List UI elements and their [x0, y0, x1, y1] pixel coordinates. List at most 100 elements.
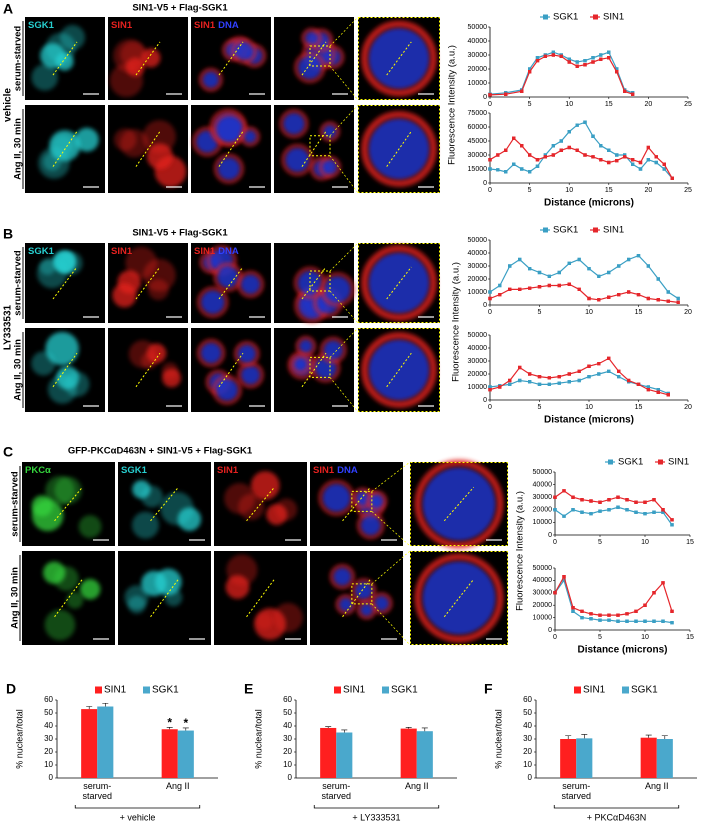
legend-label: SIN1 — [104, 685, 127, 696]
legend-label: SGK1 — [152, 685, 179, 696]
legend-label: SIN1 — [668, 457, 689, 468]
series-line — [488, 282, 680, 305]
x-tick-label: 10 — [565, 187, 573, 194]
x-tick-label: 20 — [684, 404, 692, 411]
legend-swatch — [334, 686, 341, 694]
cell — [127, 595, 146, 614]
y-tick-label: 0 — [49, 773, 54, 782]
x-tick-label: 0 — [553, 539, 557, 546]
roi-box — [309, 270, 331, 292]
zoom-connector — [329, 65, 359, 101]
nucleus — [298, 338, 314, 354]
membrane — [361, 245, 437, 321]
category-box: serum-starved — [561, 781, 591, 801]
cell — [256, 613, 273, 630]
trace-line — [386, 352, 412, 388]
x-tick-label: 5 — [598, 539, 602, 546]
series-line — [488, 50, 635, 96]
cell — [59, 251, 83, 275]
zoom-connector — [371, 511, 411, 547]
nucleus — [200, 289, 226, 315]
cell — [273, 602, 303, 633]
group-bracket — [74, 805, 201, 809]
legend-label: SGK1 — [618, 457, 643, 468]
y-tick-label: 50 — [523, 708, 532, 717]
series-line — [553, 574, 674, 617]
category-box: serum-starved — [82, 781, 112, 801]
category-box: serum-starved — [321, 781, 351, 801]
nucleus — [321, 158, 339, 176]
nucleus — [234, 41, 255, 62]
trace-line — [301, 266, 327, 300]
micrograph — [310, 462, 403, 546]
y-tick-label: 40000 — [468, 345, 488, 352]
trace-line — [135, 131, 161, 167]
y-tick-label: 0 — [483, 94, 487, 101]
series-line — [488, 53, 635, 97]
y-tick-label: 20000 — [468, 371, 488, 378]
trace-line — [218, 41, 244, 76]
trace-line — [54, 486, 83, 522]
x-tick-label: serum-starved — [561, 781, 591, 801]
row-label: serum-starved — [13, 26, 24, 92]
nucleus — [215, 378, 239, 402]
channel-label: SIN1 — [217, 465, 239, 476]
nucleus — [216, 156, 241, 181]
trace-line — [52, 131, 78, 167]
micrograph — [108, 328, 188, 412]
y-tick-label: 20 — [44, 747, 53, 756]
cell — [44, 609, 76, 641]
cell — [78, 515, 102, 539]
trace-line — [218, 131, 244, 167]
bar — [320, 727, 337, 778]
channel-label: SIN1 DNA — [313, 465, 358, 476]
membrane — [214, 153, 244, 184]
row-label: serum-starved — [10, 471, 21, 537]
zoom-connector — [329, 16, 359, 47]
membrane — [366, 490, 388, 512]
micrograph — [358, 328, 440, 412]
legend-label: SGK1 — [553, 225, 578, 236]
legend-marker — [543, 14, 548, 20]
zoom-border — [410, 462, 508, 546]
error-bar — [661, 735, 668, 739]
legend-label: SGK1 — [553, 12, 578, 23]
error-bar — [421, 727, 428, 732]
y-tick-label: 10000 — [468, 80, 488, 87]
zoom-connector — [329, 242, 359, 272]
y-tick-label: 45000 — [468, 138, 488, 145]
y-axis-label: % nuclear/total — [14, 709, 24, 769]
y-tick-label: 40 — [44, 721, 53, 730]
bar — [177, 730, 194, 778]
group-label: + PKCαD463N — [587, 812, 646, 822]
cell — [141, 485, 163, 508]
channel-name: DNA — [218, 246, 239, 257]
bar — [656, 739, 673, 778]
error-bar — [645, 734, 652, 738]
legend-label: SIN1 — [583, 685, 606, 696]
channel-name: SGK1 — [121, 465, 148, 476]
y-tick-label: 30000 — [468, 263, 488, 270]
trace-line — [218, 352, 244, 388]
micrograph — [108, 105, 188, 193]
nucleus — [359, 514, 382, 537]
nucleus — [323, 275, 352, 304]
membrane — [357, 511, 385, 539]
membrane — [212, 375, 242, 405]
x-tick-label: 0 — [488, 101, 492, 108]
series-line — [488, 369, 670, 396]
bar — [161, 729, 178, 778]
error-bar — [325, 726, 332, 728]
channel-name: SIN1 — [111, 246, 133, 257]
y-tick-label: 20000 — [468, 276, 488, 283]
micrograph — [22, 462, 115, 546]
cell — [148, 279, 169, 301]
y-tick-label: 60000 — [468, 124, 488, 131]
x-axis-label: Distance (microns) — [544, 415, 634, 426]
zoom-border — [358, 328, 440, 412]
cell — [224, 483, 255, 514]
y-axis-label: % nuclear/total — [253, 709, 263, 769]
error-bar — [341, 729, 348, 733]
y-tick-label: 30000 — [533, 590, 553, 597]
y-tick-label: 30000 — [533, 494, 553, 501]
